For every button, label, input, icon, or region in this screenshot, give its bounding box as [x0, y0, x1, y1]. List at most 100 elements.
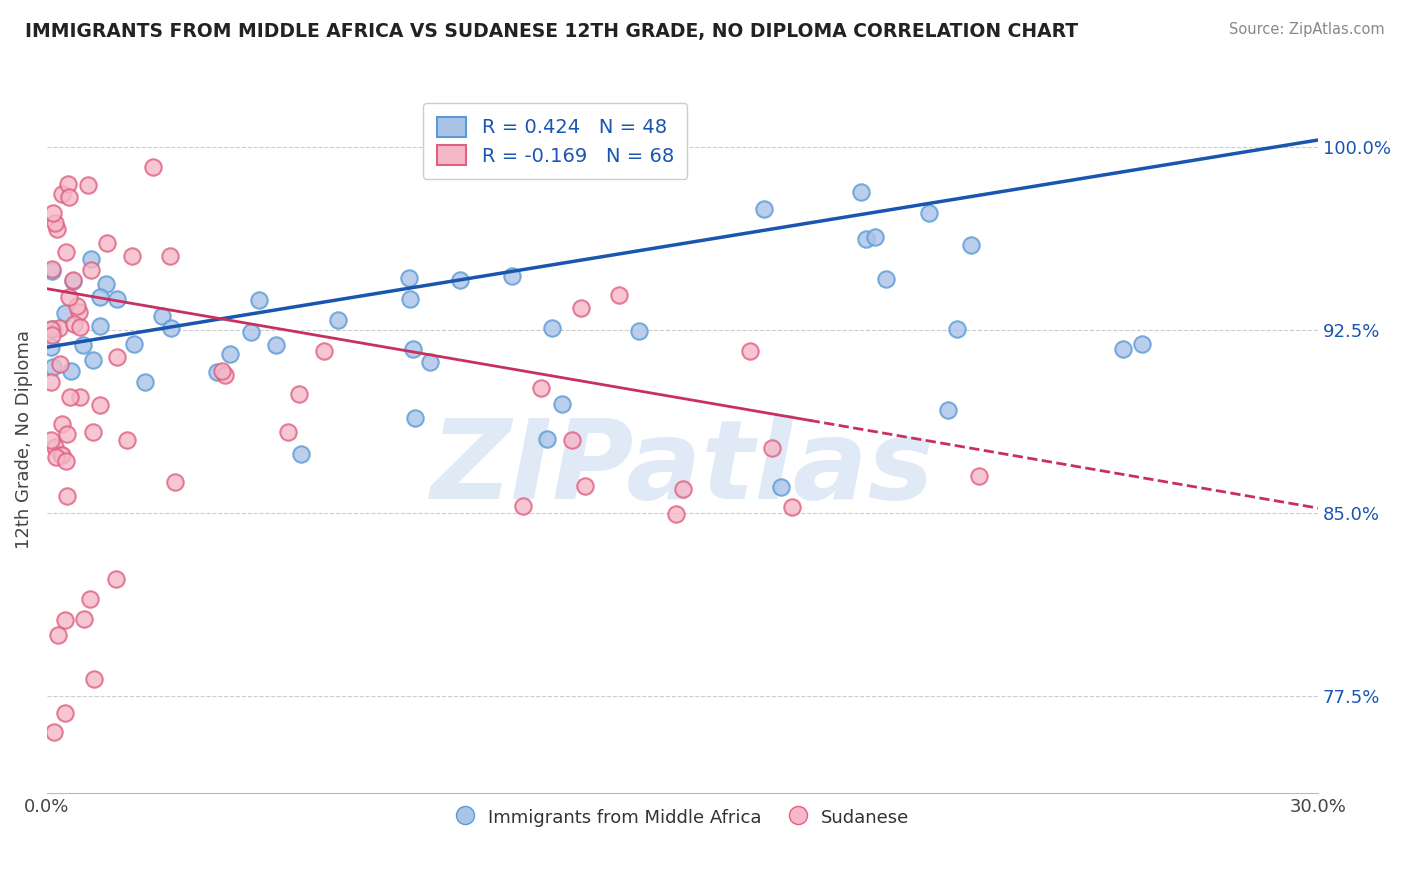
- Point: [82, 425, 104, 439]
- Point: [58, 290, 80, 304]
- Point: [290, 447, 312, 461]
- Point: [63, 317, 86, 331]
- Point: [404, 411, 426, 425]
- Point: [536, 432, 558, 446]
- Point: [219, 346, 242, 360]
- Point: [59, 390, 82, 404]
- Point: [62, 273, 84, 287]
- Point: [769, 480, 792, 494]
- Point: [247, 293, 270, 307]
- Point: [571, 301, 593, 315]
- Point: [53, 613, 76, 627]
- Point: [946, 322, 969, 336]
- Point: [967, 469, 990, 483]
- Point: [48, 321, 70, 335]
- Point: [211, 364, 233, 378]
- Point: [79, 263, 101, 277]
- Point: [55, 427, 77, 442]
- Point: [561, 433, 583, 447]
- Point: [45, 222, 67, 236]
- Point: [45, 450, 67, 464]
- Point: [59, 364, 82, 378]
- Point: [105, 292, 128, 306]
- Point: [165, 475, 187, 490]
- Point: [69, 390, 91, 404]
- Point: [288, 386, 311, 401]
- Point: [529, 381, 551, 395]
- Point: [761, 442, 783, 456]
- Point: [51, 448, 73, 462]
- Point: [277, 425, 299, 439]
- Text: Source: ZipAtlas.com: Source: ZipAtlas.com: [1229, 22, 1385, 37]
- Point: [46, 628, 69, 642]
- Point: [121, 249, 143, 263]
- Point: [402, 342, 425, 356]
- Point: [849, 185, 872, 199]
- Point: [115, 433, 138, 447]
- Point: [41, 263, 63, 277]
- Point: [105, 350, 128, 364]
- Point: [55, 453, 77, 467]
- Point: [51, 417, 73, 431]
- Point: [214, 368, 236, 382]
- Point: [240, 325, 263, 339]
- Legend: Immigrants from Middle Africa, Sudanese: Immigrants from Middle Africa, Sudanese: [449, 800, 917, 834]
- Point: [39, 322, 62, 336]
- Point: [607, 288, 630, 302]
- Point: [512, 499, 534, 513]
- Point: [89, 398, 111, 412]
- Point: [94, 277, 117, 292]
- Point: [875, 271, 897, 285]
- Point: [77, 178, 100, 192]
- Text: ZIPatlas: ZIPatlas: [430, 415, 935, 522]
- Point: [1111, 342, 1133, 356]
- Point: [80, 252, 103, 267]
- Point: [66, 299, 89, 313]
- Point: [55, 245, 77, 260]
- Point: [82, 352, 104, 367]
- Point: [62, 275, 84, 289]
- Point: [449, 273, 471, 287]
- Point: [398, 271, 420, 285]
- Point: [39, 434, 62, 448]
- Point: [89, 318, 111, 333]
- Point: [917, 205, 939, 219]
- Point: [41, 322, 63, 336]
- Point: [959, 237, 981, 252]
- Point: [665, 507, 688, 521]
- Point: [69, 319, 91, 334]
- Point: [938, 402, 960, 417]
- Point: [627, 324, 650, 338]
- Point: [73, 612, 96, 626]
- Point: [39, 376, 62, 390]
- Point: [142, 160, 165, 174]
- Point: [551, 397, 574, 411]
- Point: [41, 262, 63, 277]
- Point: [782, 500, 804, 515]
- Point: [42, 206, 65, 220]
- Point: [671, 482, 693, 496]
- Point: [574, 479, 596, 493]
- Y-axis label: 12th Grade, No Diploma: 12th Grade, No Diploma: [15, 330, 32, 549]
- Point: [105, 572, 128, 586]
- Point: [42, 359, 65, 374]
- Point: [53, 305, 76, 319]
- Point: [752, 202, 775, 216]
- Point: [42, 725, 65, 739]
- Point: [49, 357, 72, 371]
- Point: [312, 344, 335, 359]
- Point: [501, 268, 523, 283]
- Point: [150, 310, 173, 324]
- Point: [96, 235, 118, 250]
- Point: [56, 489, 79, 503]
- Point: [160, 320, 183, 334]
- Point: [51, 186, 73, 201]
- Point: [79, 591, 101, 606]
- Point: [56, 177, 79, 191]
- Point: [41, 327, 63, 342]
- Point: [863, 230, 886, 244]
- Point: [1130, 337, 1153, 351]
- Point: [67, 305, 90, 319]
- Point: [39, 340, 62, 354]
- Point: [134, 375, 156, 389]
